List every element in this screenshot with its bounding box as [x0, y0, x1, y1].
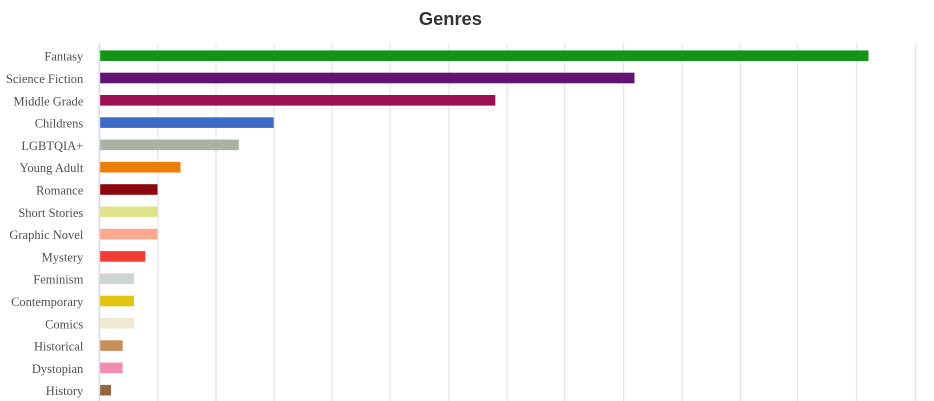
svg-text:History: History: [46, 384, 84, 398]
svg-text:Dystopian: Dystopian: [32, 362, 84, 376]
svg-text:Science Fiction: Science Fiction: [6, 72, 84, 86]
svg-text:Mystery: Mystery: [42, 250, 84, 264]
svg-text:Childrens: Childrens: [35, 117, 84, 131]
svg-text:Comics: Comics: [45, 317, 83, 331]
svg-text:Graphic Novel: Graphic Novel: [9, 228, 83, 242]
svg-text:Young Adult: Young Adult: [20, 161, 84, 175]
svg-text:Feminism: Feminism: [33, 273, 83, 287]
svg-text:Romance: Romance: [36, 184, 84, 198]
svg-text:Middle Grade: Middle Grade: [14, 94, 84, 108]
svg-text:LGBTQIA+: LGBTQIA+: [21, 139, 83, 153]
svg-text:Historical: Historical: [34, 340, 84, 354]
svg-text:Contemporary: Contemporary: [11, 295, 84, 309]
svg-text:Genres: Genres: [419, 8, 482, 29]
svg-text:Short Stories: Short Stories: [18, 206, 83, 220]
svg-text:Fantasy: Fantasy: [44, 50, 84, 64]
